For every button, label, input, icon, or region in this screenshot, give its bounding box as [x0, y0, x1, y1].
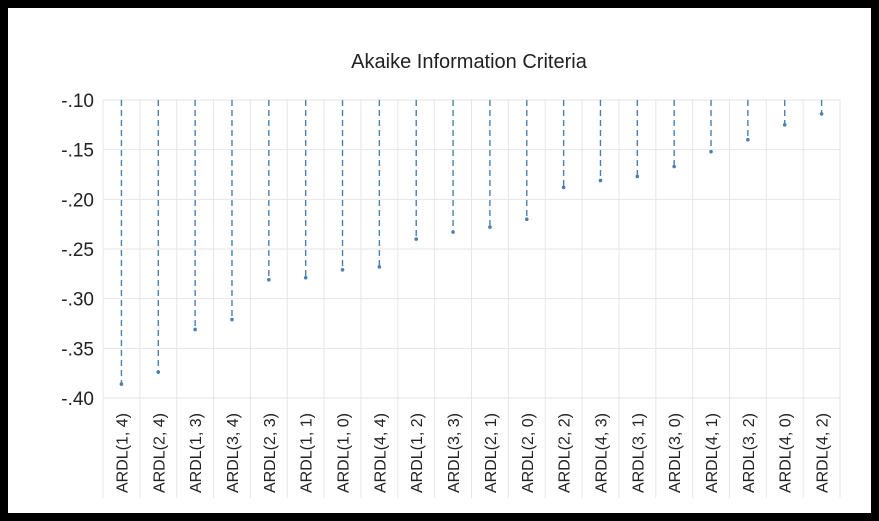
stem-marker: [303, 276, 308, 280]
stem-marker: [746, 137, 750, 142]
y-axis-ticks: -.10 -.15 -.20 -.25 -.30 -.35 -.40: [61, 91, 94, 410]
x-tick-label: ARDL(2, 2): [557, 413, 574, 493]
x-tick-label: ARDL(1, 3): [188, 413, 205, 493]
stem-marker: [119, 382, 124, 386]
stem-marker: [377, 265, 382, 269]
stem-marker: [414, 237, 419, 241]
stem-marker: [340, 268, 345, 272]
x-tick-label: ARDL(4, 1): [704, 413, 721, 493]
aic-chart: Akaike Information Criteria -.10 -.15 -.20…: [61, 51, 841, 498]
x-tick-label: ARDL(2, 4): [151, 413, 168, 493]
x-tick-label: ARDL(3, 2): [741, 413, 758, 493]
x-tick-label: ARDL(4, 0): [778, 413, 795, 493]
x-axis-ticks: ARDL(1, 4) ARDL(2, 4) ARDL(1, 3) ARDL(3, 4)…: [114, 413, 831, 493]
data-stems: [119, 100, 824, 386]
stem-marker: [267, 277, 271, 282]
chart-frame: Akaike Information Criteria -.10 -.15 -.20…: [6, 6, 873, 515]
y-tick-label: -.30: [61, 290, 94, 311]
gridlines: [102, 99, 841, 498]
x-tick-label: ARDL(1, 0): [336, 413, 353, 493]
stem-marker: [488, 225, 492, 229]
x-tick-label: ARDL(3, 1): [630, 413, 647, 493]
x-tick-label: ARDL(2, 3): [262, 413, 279, 493]
stem-marker: [782, 123, 787, 127]
stem-marker: [672, 164, 676, 169]
x-tick-label: ARDL(3, 0): [667, 413, 684, 493]
stem-marker: [598, 178, 603, 183]
stem-marker: [635, 174, 640, 179]
y-tick-label: -.10: [61, 91, 94, 112]
x-tick-label: ARDL(2, 0): [520, 413, 537, 493]
y-tick-label: -.35: [61, 339, 94, 360]
stem-marker: [451, 230, 455, 234]
x-tick-label: ARDL(4, 2): [815, 413, 832, 493]
y-tick-label: -.25: [61, 240, 94, 261]
x-tick-label: ARDL(4, 3): [593, 413, 610, 493]
x-tick-label: ARDL(3, 3): [446, 413, 463, 493]
y-tick-label: -.40: [61, 389, 94, 410]
y-tick-label: -.20: [61, 190, 94, 211]
x-tick-label: ARDL(2, 1): [483, 413, 500, 493]
x-tick-label: ARDL(1, 2): [409, 413, 426, 493]
stem-marker: [524, 217, 529, 221]
x-tick-label: ARDL(1, 1): [299, 413, 316, 493]
stem-marker: [709, 149, 713, 154]
stem-marker: [193, 327, 197, 332]
y-tick-label: -.15: [61, 141, 94, 162]
stem-marker: [561, 185, 566, 190]
x-tick-label: ARDL(4, 4): [372, 413, 389, 493]
stem-marker: [230, 317, 234, 322]
stem-marker: [156, 370, 161, 374]
chart-title: Akaike Information Criteria: [351, 51, 588, 73]
x-tick-label: ARDL(3, 4): [225, 413, 242, 493]
stem-marker: [819, 112, 824, 116]
x-tick-label: ARDL(1, 4): [114, 413, 131, 493]
